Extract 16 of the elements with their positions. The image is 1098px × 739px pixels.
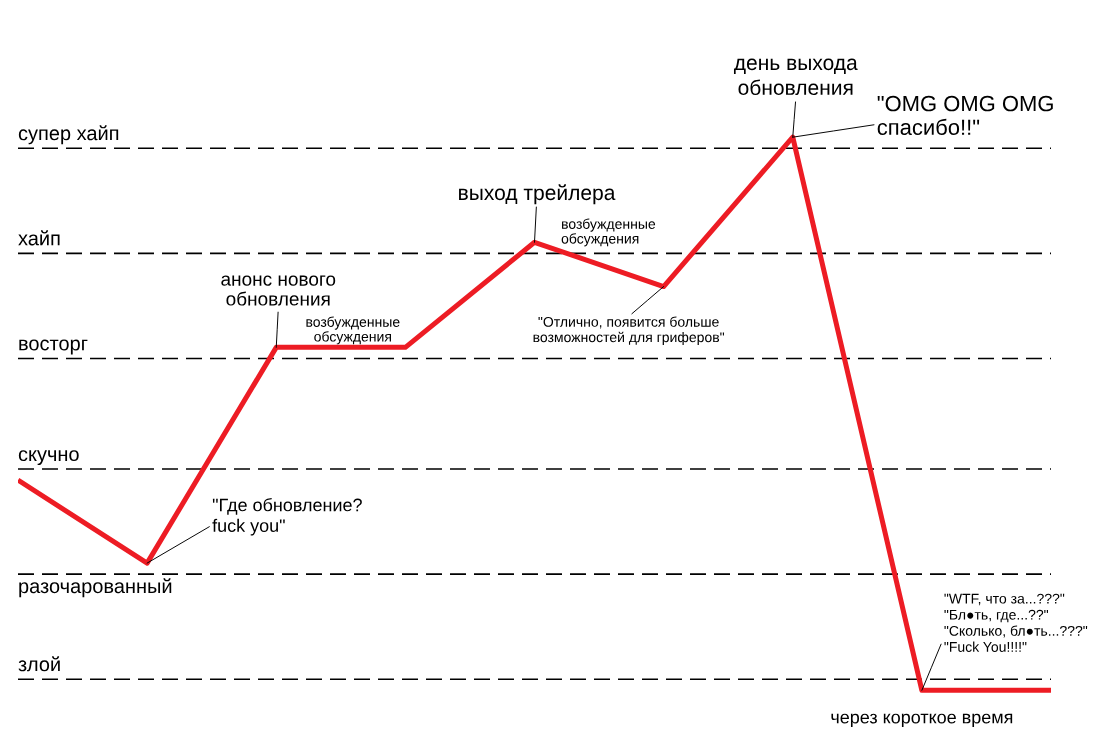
ref-line-label: скучно <box>18 450 79 466</box>
ref-line-label: восторг <box>19 339 88 355</box>
text: через короткое время <box>831 713 1013 728</box>
annotation: возбужденные обсуждения <box>306 316 400 345</box>
ref-line-label: злой <box>18 656 60 672</box>
annotation: выход трейлера <box>459 184 616 205</box>
ref-line-label: супер хайп <box>18 125 119 145</box>
ref-line-label: хайп <box>18 230 60 246</box>
text: "OMG OMG OMG спасибо!!" <box>877 95 1053 136</box>
annotation: "Где обновление? fuck you" <box>212 497 362 536</box>
ref-line-label: разочарованный <box>19 578 172 598</box>
annotation: анонс нового обновления <box>221 275 336 306</box>
text: день выхода обновления <box>733 58 858 96</box>
annotation: "Отлично, появится больше возможностей для гриферов" <box>533 316 725 345</box>
annotation: возбужденные обсуждения <box>561 218 656 247</box>
annotation: "WTF, что за...???" "Бл●ть, где...??" "Сколько, бл●ть...???" "Fuck You!!!!" <box>944 593 1088 652</box>
